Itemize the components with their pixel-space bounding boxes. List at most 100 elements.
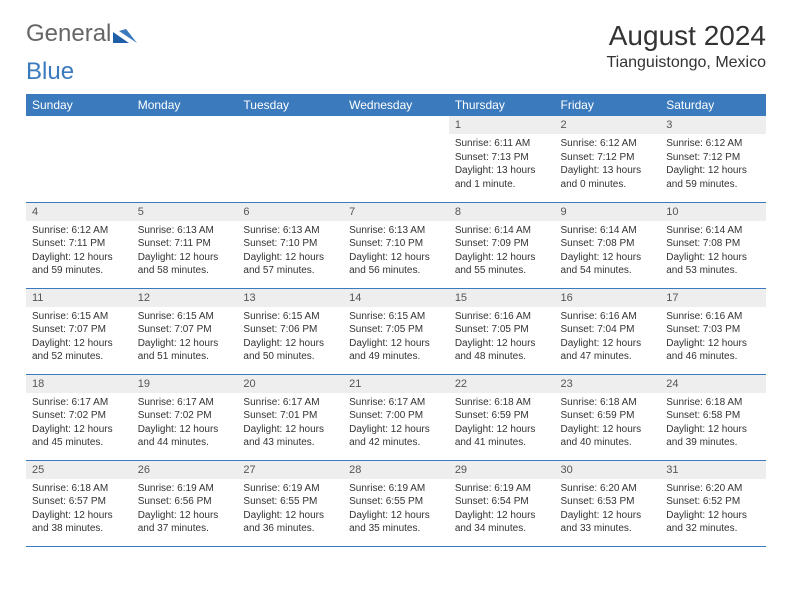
sunrise-line: Sunrise: 6:18 AM (32, 482, 126, 496)
sunset-line: Sunset: 6:54 PM (455, 495, 549, 509)
day-details: Sunrise: 6:19 AMSunset: 6:56 PMDaylight:… (132, 479, 238, 540)
sunrise-line: Sunrise: 6:19 AM (349, 482, 443, 496)
day-details: Sunrise: 6:13 AMSunset: 7:10 PMDaylight:… (237, 221, 343, 282)
sunset-line: Sunset: 6:56 PM (138, 495, 232, 509)
day-details: Sunrise: 6:17 AMSunset: 7:01 PMDaylight:… (237, 393, 343, 454)
sunrise-line: Sunrise: 6:20 AM (561, 482, 655, 496)
sunset-line: Sunset: 6:55 PM (349, 495, 443, 509)
sunset-line: Sunset: 6:59 PM (455, 409, 549, 423)
daylight-line: Daylight: 12 hours and 37 minutes. (138, 509, 232, 536)
calendar-row: 4Sunrise: 6:12 AMSunset: 7:11 PMDaylight… (26, 202, 766, 288)
daylight-line: Daylight: 12 hours and 43 minutes. (243, 423, 337, 450)
daylight-line: Daylight: 12 hours and 57 minutes. (243, 251, 337, 278)
day-details: Sunrise: 6:16 AMSunset: 7:05 PMDaylight:… (449, 307, 555, 368)
day-details: Sunrise: 6:15 AMSunset: 7:05 PMDaylight:… (343, 307, 449, 368)
day-details: Sunrise: 6:17 AMSunset: 7:02 PMDaylight:… (26, 393, 132, 454)
day-details: Sunrise: 6:20 AMSunset: 6:52 PMDaylight:… (660, 479, 766, 540)
sunrise-line: Sunrise: 6:11 AM (455, 137, 549, 151)
sunrise-line: Sunrise: 6:16 AM (666, 310, 760, 324)
day-cell: 7Sunrise: 6:13 AMSunset: 7:10 PMDaylight… (343, 202, 449, 288)
empty-cell (343, 116, 449, 202)
sunset-line: Sunset: 7:07 PM (138, 323, 232, 337)
daylight-line: Daylight: 12 hours and 59 minutes. (666, 164, 760, 191)
daylight-line: Daylight: 13 hours and 1 minute. (455, 164, 549, 191)
sunset-line: Sunset: 7:11 PM (32, 237, 126, 251)
sunset-line: Sunset: 6:53 PM (561, 495, 655, 509)
day-number: 9 (555, 203, 661, 221)
sunset-line: Sunset: 7:06 PM (243, 323, 337, 337)
daylight-line: Daylight: 13 hours and 0 minutes. (561, 164, 655, 191)
day-details: Sunrise: 6:14 AMSunset: 7:09 PMDaylight:… (449, 221, 555, 282)
sunrise-line: Sunrise: 6:17 AM (243, 396, 337, 410)
day-number: 14 (343, 289, 449, 307)
day-details: Sunrise: 6:12 AMSunset: 7:12 PMDaylight:… (555, 134, 661, 195)
sunrise-line: Sunrise: 6:18 AM (666, 396, 760, 410)
sunset-line: Sunset: 7:13 PM (455, 151, 549, 165)
day-number: 19 (132, 375, 238, 393)
day-cell: 11Sunrise: 6:15 AMSunset: 7:07 PMDayligh… (26, 288, 132, 374)
sunrise-line: Sunrise: 6:14 AM (666, 224, 760, 238)
daylight-line: Daylight: 12 hours and 58 minutes. (138, 251, 232, 278)
daylight-line: Daylight: 12 hours and 45 minutes. (32, 423, 126, 450)
day-number: 5 (132, 203, 238, 221)
sunrise-line: Sunrise: 6:19 AM (455, 482, 549, 496)
day-cell: 27Sunrise: 6:19 AMSunset: 6:55 PMDayligh… (237, 460, 343, 546)
day-number: 18 (26, 375, 132, 393)
logo-mark-icon (113, 26, 139, 44)
daylight-line: Daylight: 12 hours and 40 minutes. (561, 423, 655, 450)
day-details: Sunrise: 6:18 AMSunset: 6:59 PMDaylight:… (449, 393, 555, 454)
day-number: 6 (237, 203, 343, 221)
calendar-row: 18Sunrise: 6:17 AMSunset: 7:02 PMDayligh… (26, 374, 766, 460)
daylight-line: Daylight: 12 hours and 47 minutes. (561, 337, 655, 364)
daylight-line: Daylight: 12 hours and 33 minutes. (561, 509, 655, 536)
daylight-line: Daylight: 12 hours and 36 minutes. (243, 509, 337, 536)
day-cell: 28Sunrise: 6:19 AMSunset: 6:55 PMDayligh… (343, 460, 449, 546)
daylight-line: Daylight: 12 hours and 34 minutes. (455, 509, 549, 536)
day-number: 22 (449, 375, 555, 393)
daylight-line: Daylight: 12 hours and 35 minutes. (349, 509, 443, 536)
logo-text-blue: Blue (26, 58, 74, 86)
calendar-row: 11Sunrise: 6:15 AMSunset: 7:07 PMDayligh… (26, 288, 766, 374)
daylight-line: Daylight: 12 hours and 56 minutes. (349, 251, 443, 278)
day-cell: 17Sunrise: 6:16 AMSunset: 7:03 PMDayligh… (660, 288, 766, 374)
day-number: 29 (449, 461, 555, 479)
sunset-line: Sunset: 7:00 PM (349, 409, 443, 423)
day-cell: 15Sunrise: 6:16 AMSunset: 7:05 PMDayligh… (449, 288, 555, 374)
day-cell: 29 Sunrise: 6:19 AMSunset: 6:54 PMDayligh… (449, 460, 555, 546)
day-number: 30 (555, 461, 661, 479)
daylight-line: Daylight: 12 hours and 46 minutes. (666, 337, 760, 364)
day-cell: 30Sunrise: 6:20 AMSunset: 6:53 PMDayligh… (555, 460, 661, 546)
weekday-tuesday: Tuesday (237, 94, 343, 116)
day-cell: 12Sunrise: 6:15 AMSunset: 7:07 PMDayligh… (132, 288, 238, 374)
sunrise-line: Sunrise: 6:15 AM (243, 310, 337, 324)
day-details: Sunrise: 6:20 AMSunset: 6:53 PMDaylight:… (555, 479, 661, 540)
sunset-line: Sunset: 7:08 PM (561, 237, 655, 251)
month-title: August 2024 (607, 20, 767, 52)
day-details: Sunrise: 6:12 AMSunset: 7:11 PMDaylight:… (26, 221, 132, 282)
day-number: 10 (660, 203, 766, 221)
day-cell: 9Sunrise: 6:14 AMSunset: 7:08 PMDaylight… (555, 202, 661, 288)
calendar-row: 1Sunrise: 6:11 AMSunset: 7:13 PMDaylight… (26, 116, 766, 202)
sunset-line: Sunset: 6:55 PM (243, 495, 337, 509)
sunrise-line: Sunrise: 6:15 AM (138, 310, 232, 324)
day-cell: 20Sunrise: 6:17 AMSunset: 7:01 PMDayligh… (237, 374, 343, 460)
day-cell: 3Sunrise: 6:12 AMSunset: 7:12 PMDaylight… (660, 116, 766, 202)
weekday-monday: Monday (132, 94, 238, 116)
empty-cell (237, 116, 343, 202)
sunset-line: Sunset: 7:08 PM (666, 237, 760, 251)
daylight-line: Daylight: 12 hours and 44 minutes. (138, 423, 232, 450)
day-number: 4 (26, 203, 132, 221)
day-number: 7 (343, 203, 449, 221)
empty-cell (132, 116, 238, 202)
sunrise-line: Sunrise: 6:20 AM (666, 482, 760, 496)
weekday-wednesday: Wednesday (343, 94, 449, 116)
day-cell: 22Sunrise: 6:18 AMSunset: 6:59 PMDayligh… (449, 374, 555, 460)
day-cell: 26Sunrise: 6:19 AMSunset: 6:56 PMDayligh… (132, 460, 238, 546)
sunrise-line: Sunrise: 6:16 AM (561, 310, 655, 324)
daylight-line: Daylight: 12 hours and 50 minutes. (243, 337, 337, 364)
day-number: 3 (660, 116, 766, 134)
logo: General (26, 20, 139, 48)
calendar-row: 25Sunrise: 6:18 AMSunset: 6:57 PMDayligh… (26, 460, 766, 546)
day-details: Sunrise: 6:17 AMSunset: 7:00 PMDaylight:… (343, 393, 449, 454)
day-number: 8 (449, 203, 555, 221)
